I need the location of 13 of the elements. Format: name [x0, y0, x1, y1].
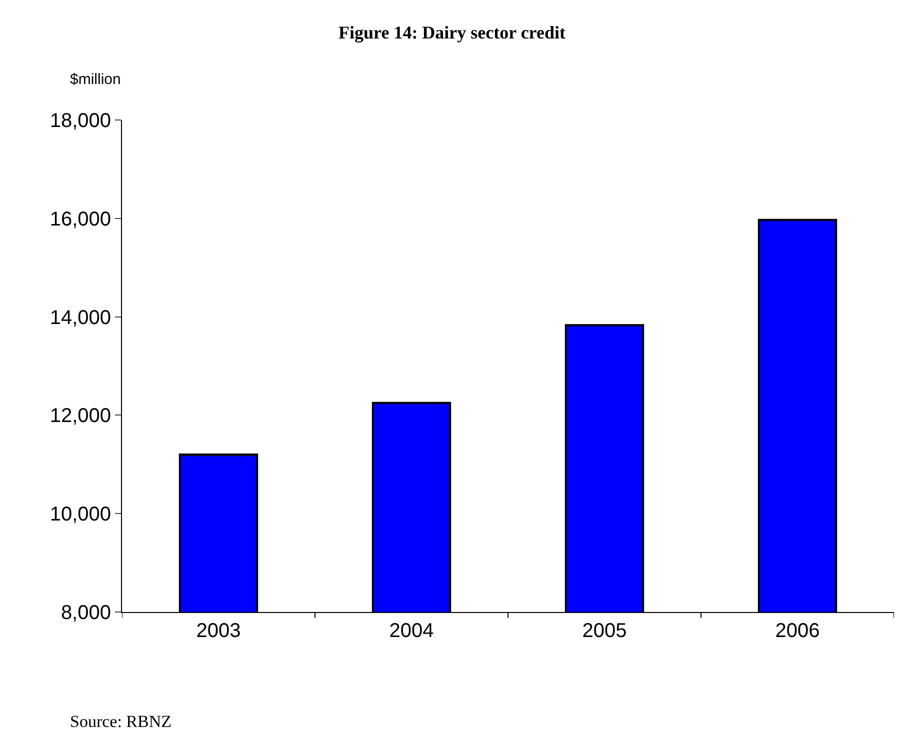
y-tick-label: 16,000 — [50, 208, 111, 230]
source-note: Source: RBNZ — [70, 712, 172, 731]
y-tick-label: 14,000 — [50, 306, 111, 329]
x-tick-label: 2006 — [775, 620, 820, 642]
x-tick-label: 2003 — [196, 620, 241, 642]
y-tick-label: 8,000 — [60, 602, 111, 624]
x-tick-label: 2004 — [389, 620, 434, 642]
chart-title: Figure 14: Dairy sector credit — [338, 22, 566, 42]
y-tick-label: 18,000 — [50, 110, 111, 132]
y-tick-label: 10,000 — [50, 504, 111, 526]
y-axis-title: $million — [70, 71, 121, 88]
y-tick-label: 12,000 — [50, 405, 111, 428]
x-tick-label: 2005 — [582, 620, 627, 642]
